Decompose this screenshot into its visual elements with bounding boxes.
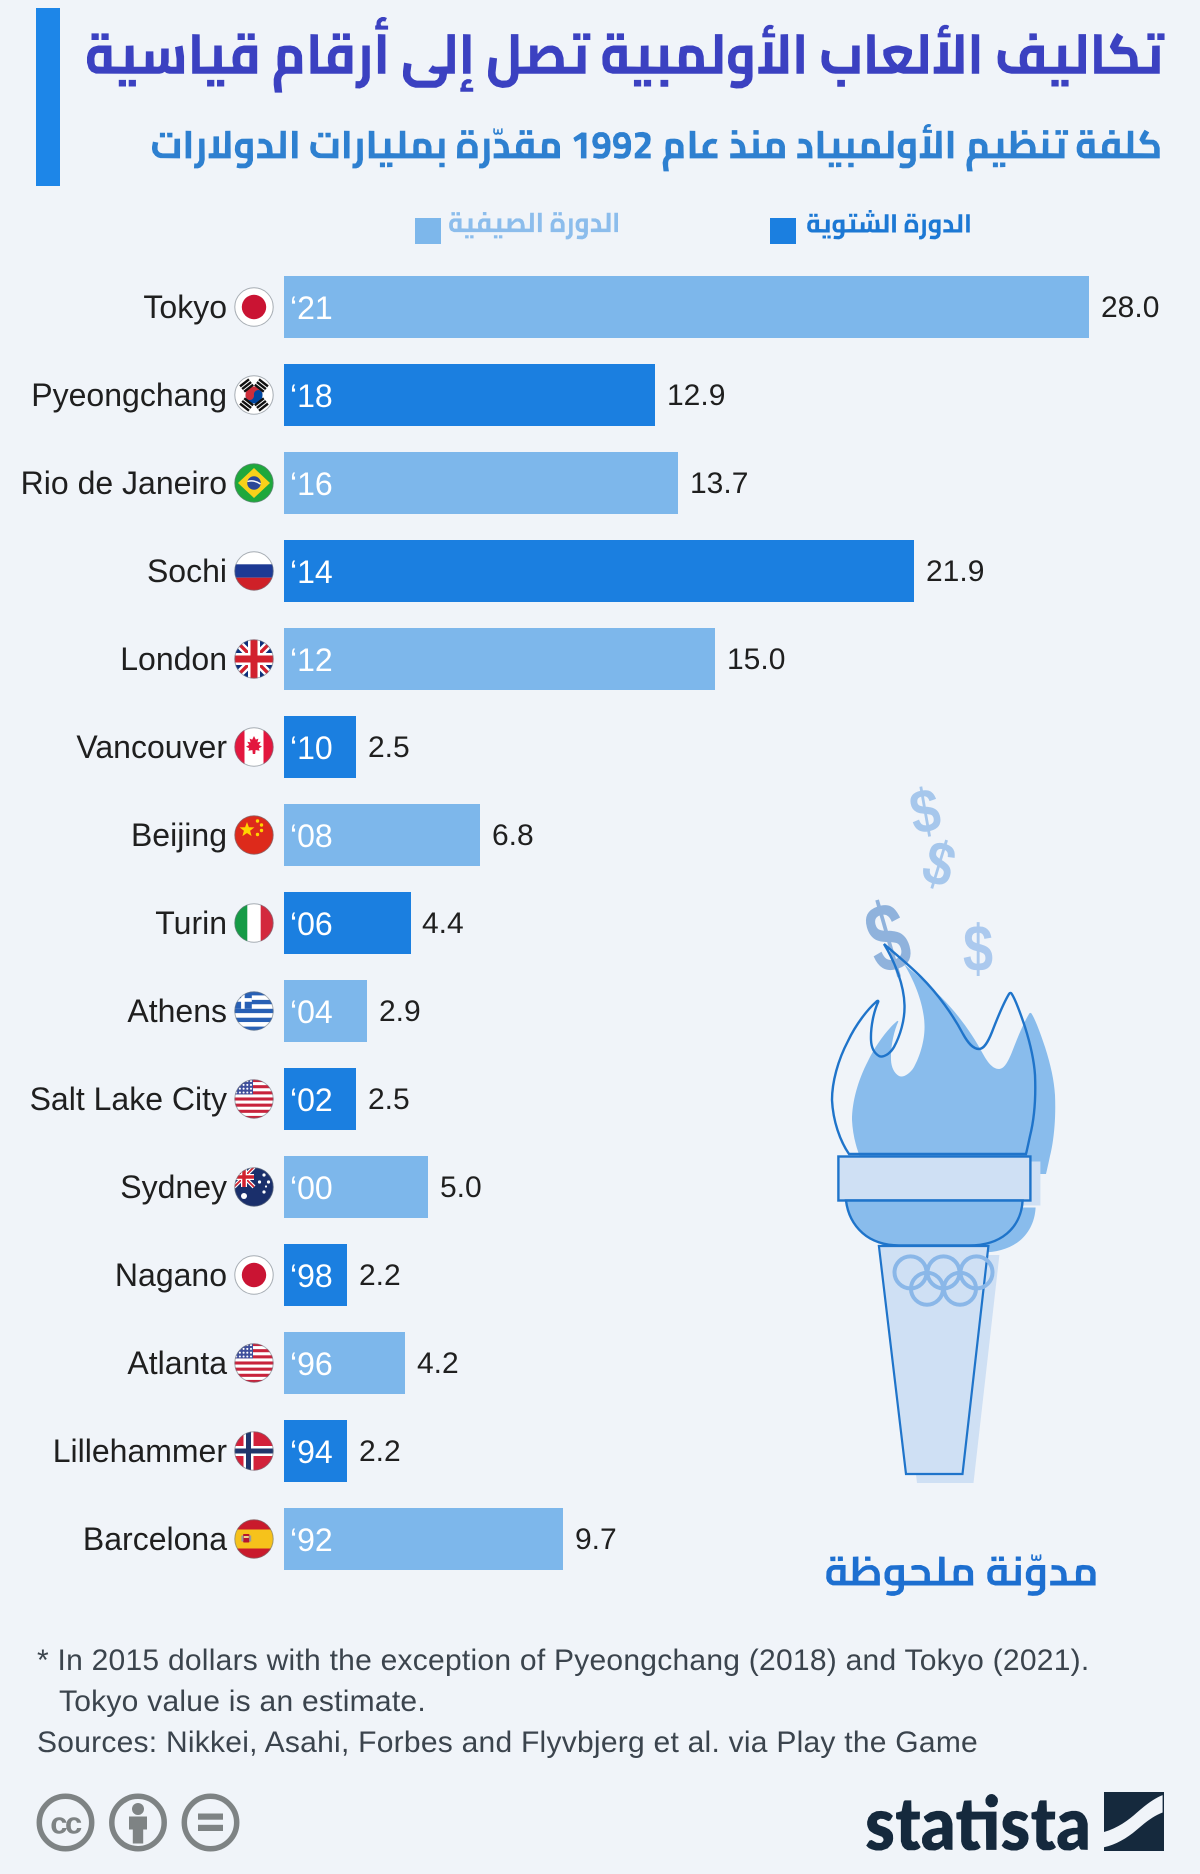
svg-text:$: $	[854, 881, 922, 997]
svg-text:$: $	[963, 911, 993, 985]
svg-text:cc: cc	[50, 1806, 82, 1841]
